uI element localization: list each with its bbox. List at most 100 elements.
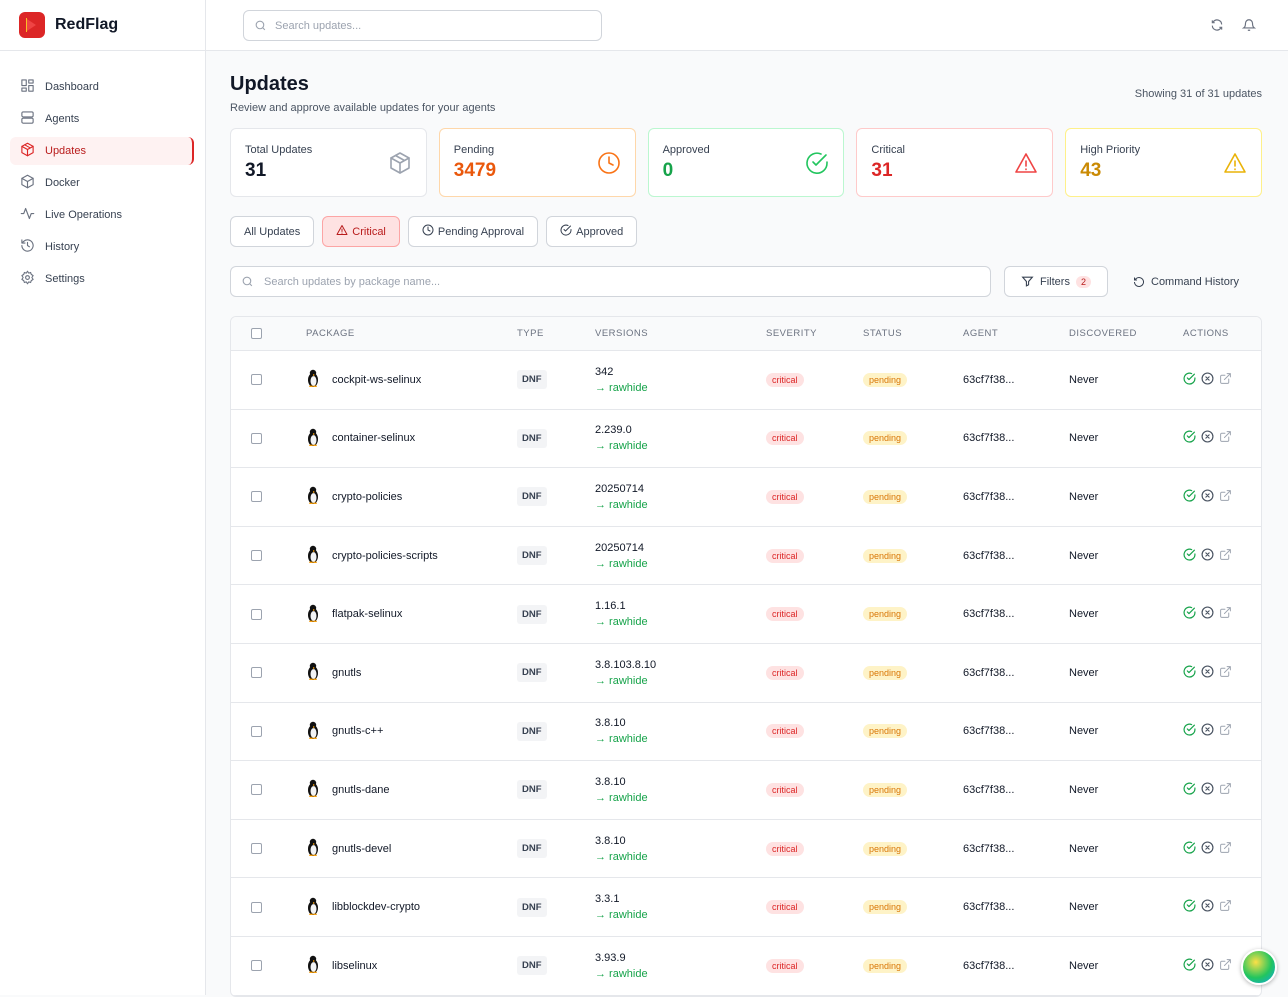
current-version: 3.3.1 bbox=[595, 893, 620, 906]
external-link-icon[interactable] bbox=[1219, 958, 1232, 974]
external-link-icon[interactable] bbox=[1219, 548, 1232, 564]
sidebar-item-agents[interactable]: Agents bbox=[10, 105, 194, 133]
reject-icon[interactable] bbox=[1201, 958, 1214, 974]
reject-icon[interactable] bbox=[1201, 606, 1214, 622]
row-checkbox[interactable] bbox=[251, 432, 262, 444]
reject-icon[interactable] bbox=[1201, 723, 1214, 739]
column-header-discovered[interactable]: DISCOVERED bbox=[1069, 328, 1137, 339]
package-name[interactable]: libblockdev-crypto bbox=[332, 901, 421, 914]
agent-id[interactable]: 63cf7f38... bbox=[963, 432, 1015, 445]
column-header-versions[interactable]: VERSIONS bbox=[595, 328, 649, 339]
external-link-icon[interactable] bbox=[1219, 489, 1232, 505]
reject-icon[interactable] bbox=[1201, 899, 1214, 915]
approve-icon[interactable] bbox=[1183, 430, 1196, 446]
external-link-icon[interactable] bbox=[1219, 665, 1232, 681]
sidebar-item-docker[interactable]: Docker bbox=[10, 169, 194, 197]
package-name[interactable]: container-selinux bbox=[332, 432, 416, 445]
table-row: gnutls-devel DNF 3.8.10 → rawhide critica… bbox=[231, 820, 1261, 879]
package-name[interactable]: flatpak-selinux bbox=[332, 608, 403, 621]
agent-id[interactable]: 63cf7f38... bbox=[963, 490, 1015, 503]
agent-id[interactable]: 63cf7f38... bbox=[963, 725, 1015, 738]
sidebar-item-history[interactable]: History bbox=[10, 233, 194, 261]
approve-icon[interactable] bbox=[1183, 665, 1196, 681]
package-name[interactable]: gnutls-c++ bbox=[332, 725, 384, 738]
approve-icon[interactable] bbox=[1183, 841, 1196, 857]
package-name[interactable]: gnutls bbox=[332, 666, 362, 679]
assistant-avatar-button[interactable] bbox=[1241, 949, 1277, 985]
row-checkbox[interactable] bbox=[251, 667, 262, 679]
row-checkbox[interactable] bbox=[251, 843, 262, 855]
row-checkbox[interactable] bbox=[251, 491, 262, 503]
agent-id[interactable]: 63cf7f38... bbox=[963, 373, 1015, 386]
agent-id[interactable]: 63cf7f38... bbox=[963, 608, 1015, 621]
reject-icon[interactable] bbox=[1201, 430, 1214, 446]
stat-card-pending: Pending 3479 bbox=[438, 128, 636, 197]
top-search-input[interactable]: Search updates... bbox=[243, 10, 602, 41]
row-checkbox[interactable] bbox=[251, 608, 262, 620]
tab-approved[interactable]: Approved bbox=[546, 216, 638, 247]
reject-icon[interactable] bbox=[1201, 372, 1214, 388]
column-header-agent[interactable]: AGENT bbox=[963, 328, 999, 339]
agent-id[interactable]: 63cf7f38... bbox=[963, 666, 1015, 679]
package-name[interactable]: libselinux bbox=[332, 959, 378, 972]
reject-icon[interactable] bbox=[1201, 665, 1214, 681]
external-link-icon[interactable] bbox=[1219, 606, 1232, 622]
reject-icon[interactable] bbox=[1201, 489, 1214, 505]
reject-icon[interactable] bbox=[1201, 782, 1214, 798]
column-header-severity[interactable]: SEVERITY bbox=[766, 328, 817, 339]
column-header-package[interactable]: PACKAGE bbox=[306, 328, 355, 339]
sidebar-item-dashboard[interactable]: Dashboard bbox=[10, 73, 194, 101]
agent-id[interactable]: 63cf7f38... bbox=[963, 959, 1015, 972]
external-link-icon[interactable] bbox=[1219, 372, 1232, 388]
external-link-icon[interactable] bbox=[1219, 430, 1232, 446]
reject-icon[interactable] bbox=[1201, 548, 1214, 564]
approve-icon[interactable] bbox=[1183, 958, 1196, 974]
command-history-button[interactable]: Command History bbox=[1133, 276, 1239, 288]
agent-id[interactable]: 63cf7f38... bbox=[963, 842, 1015, 855]
approve-icon[interactable] bbox=[1183, 489, 1196, 505]
row-checkbox[interactable] bbox=[251, 725, 262, 737]
row-checkbox[interactable] bbox=[251, 784, 262, 796]
tab-critical[interactable]: Critical bbox=[322, 216, 400, 247]
sidebar-item-settings[interactable]: Settings bbox=[10, 265, 194, 293]
filters-button[interactable]: Filters 2 bbox=[1004, 266, 1108, 297]
tab-all-updates[interactable]: All Updates bbox=[230, 216, 315, 247]
row-checkbox[interactable] bbox=[251, 960, 262, 972]
tab-pending-approval[interactable]: Pending Approval bbox=[407, 216, 539, 247]
external-link-icon[interactable] bbox=[1219, 782, 1232, 798]
column-header-status[interactable]: STATUS bbox=[863, 328, 903, 339]
external-link-icon[interactable] bbox=[1219, 841, 1232, 857]
approve-icon[interactable] bbox=[1183, 372, 1196, 388]
external-link-icon[interactable] bbox=[1219, 723, 1232, 739]
approve-icon[interactable] bbox=[1183, 548, 1196, 564]
approve-icon[interactable] bbox=[1183, 782, 1196, 798]
agent-id[interactable]: 63cf7f38... bbox=[963, 901, 1015, 914]
row-checkbox[interactable] bbox=[251, 374, 262, 386]
package-name[interactable]: gnutls-dane bbox=[332, 783, 390, 796]
approve-icon[interactable] bbox=[1183, 606, 1196, 622]
brand[interactable]: RedFlag bbox=[0, 0, 205, 51]
history-icon bbox=[1134, 276, 1144, 287]
reject-icon[interactable] bbox=[1201, 841, 1214, 857]
main-content: Updates Review and approve available upd… bbox=[230, 51, 1262, 997]
bell-icon[interactable] bbox=[1242, 18, 1256, 32]
package-search-input[interactable]: Search updates by package name... bbox=[230, 266, 991, 297]
agent-id[interactable]: 63cf7f38... bbox=[963, 783, 1015, 796]
refresh-icon[interactable] bbox=[1210, 18, 1224, 32]
approve-icon[interactable] bbox=[1183, 723, 1196, 739]
package-name[interactable]: crypto-policies-scripts bbox=[332, 549, 438, 562]
row-checkbox[interactable] bbox=[251, 550, 262, 562]
column-header-type[interactable]: TYPE bbox=[517, 328, 544, 339]
select-all-checkbox[interactable] bbox=[251, 328, 262, 339]
external-link-icon[interactable] bbox=[1219, 899, 1232, 915]
package-name[interactable]: gnutls-devel bbox=[332, 842, 392, 855]
agent-id[interactable]: 63cf7f38... bbox=[963, 549, 1015, 562]
approve-icon[interactable] bbox=[1183, 899, 1196, 915]
sidebar-item-live-operations[interactable]: Live Operations bbox=[10, 201, 194, 229]
row-checkbox[interactable] bbox=[251, 901, 262, 913]
discovered-time: Never bbox=[1069, 549, 1099, 562]
package-name[interactable]: cockpit-ws-selinux bbox=[332, 373, 422, 386]
package-name[interactable]: crypto-policies bbox=[332, 490, 403, 503]
column-header-actions: ACTIONS bbox=[1183, 328, 1229, 339]
sidebar-item-updates[interactable]: Updates bbox=[10, 137, 194, 165]
